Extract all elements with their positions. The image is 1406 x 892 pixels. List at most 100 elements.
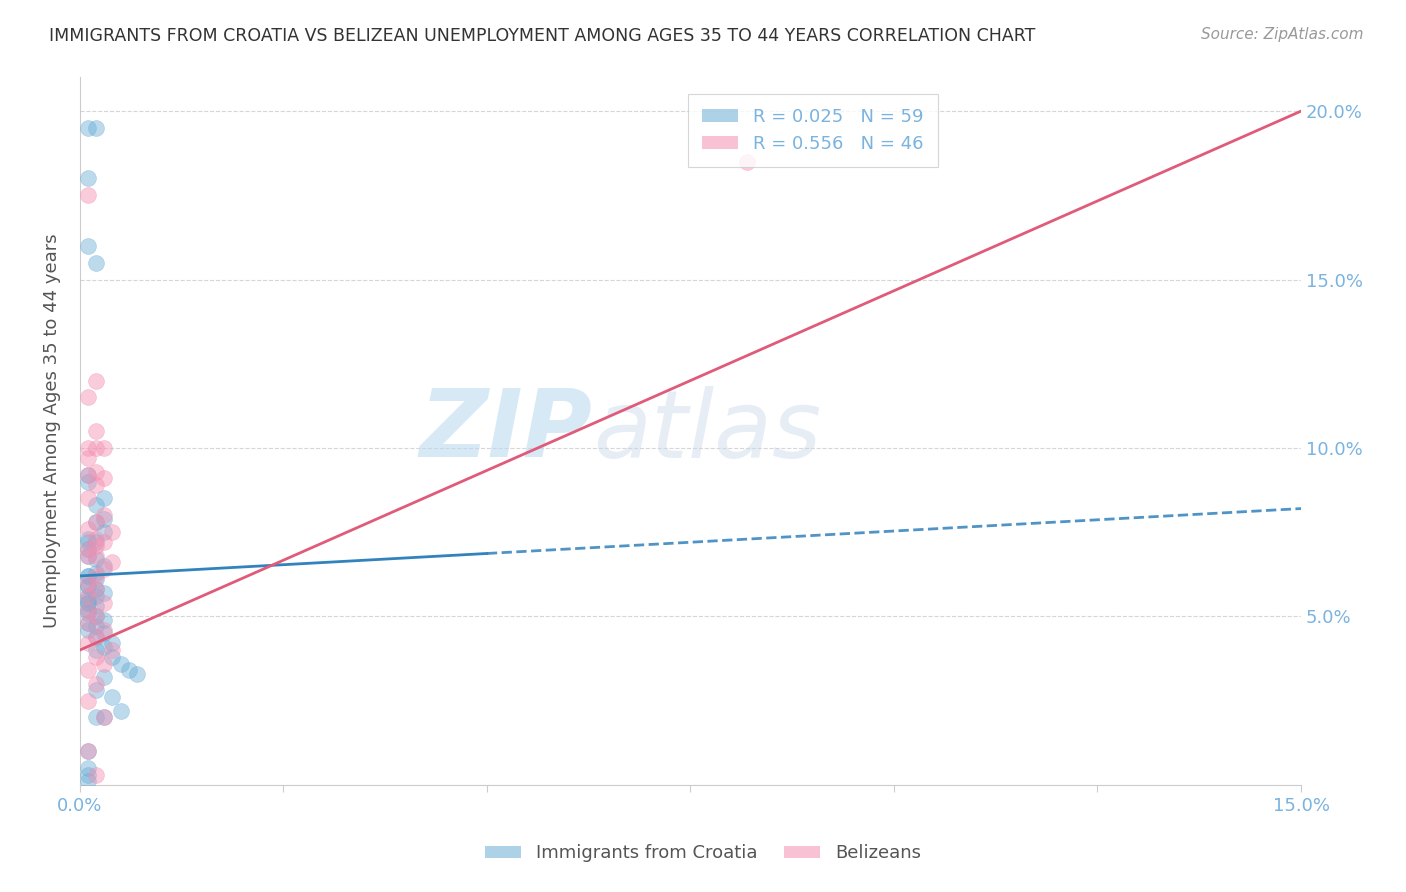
Point bbox=[84, 649, 107, 664]
Point bbox=[77, 239, 100, 253]
Point bbox=[77, 467, 100, 482]
Point bbox=[77, 744, 100, 758]
Point bbox=[84, 120, 107, 135]
Point bbox=[77, 592, 100, 607]
Legend: Immigrants from Croatia, Belizeans: Immigrants from Croatia, Belizeans bbox=[478, 838, 928, 870]
Point bbox=[84, 589, 107, 603]
Point bbox=[84, 569, 107, 583]
Point bbox=[118, 663, 141, 677]
Point bbox=[77, 188, 100, 202]
Point bbox=[84, 676, 107, 690]
Point bbox=[101, 643, 124, 657]
Point bbox=[93, 535, 115, 549]
Point bbox=[125, 666, 148, 681]
Point bbox=[101, 525, 124, 540]
Text: atlas: atlas bbox=[593, 385, 821, 476]
Point bbox=[84, 549, 107, 563]
Point bbox=[77, 575, 100, 590]
Point bbox=[84, 532, 107, 546]
Point bbox=[93, 441, 115, 455]
Point bbox=[77, 451, 100, 466]
Point bbox=[77, 589, 100, 603]
Point bbox=[77, 744, 100, 758]
Point bbox=[77, 761, 100, 775]
Point bbox=[101, 556, 124, 570]
Point bbox=[77, 602, 100, 616]
Point bbox=[77, 391, 100, 405]
Point bbox=[93, 525, 115, 540]
Point bbox=[93, 558, 115, 573]
Point bbox=[101, 690, 124, 705]
Point bbox=[77, 541, 100, 556]
Point bbox=[77, 549, 100, 563]
Point bbox=[84, 478, 107, 492]
Point bbox=[77, 602, 100, 616]
Point bbox=[77, 767, 100, 781]
Point bbox=[84, 710, 107, 724]
Point bbox=[84, 582, 107, 597]
Point bbox=[77, 606, 100, 620]
Point bbox=[84, 643, 107, 657]
Point bbox=[93, 586, 115, 600]
Point bbox=[77, 693, 100, 707]
Point bbox=[77, 596, 100, 610]
Point bbox=[77, 623, 100, 637]
Point bbox=[77, 616, 100, 631]
Point bbox=[84, 498, 107, 512]
Point bbox=[93, 471, 115, 485]
Point bbox=[77, 535, 100, 549]
Point bbox=[77, 549, 100, 563]
Point bbox=[77, 569, 100, 583]
Y-axis label: Unemployment Among Ages 35 to 44 years: Unemployment Among Ages 35 to 44 years bbox=[44, 234, 60, 628]
Point bbox=[93, 626, 115, 640]
Point bbox=[77, 663, 100, 677]
Point bbox=[77, 589, 100, 603]
Point bbox=[84, 582, 107, 597]
Point bbox=[93, 613, 115, 627]
Point bbox=[77, 636, 100, 650]
Point bbox=[77, 541, 100, 556]
Point bbox=[93, 623, 115, 637]
Text: Source: ZipAtlas.com: Source: ZipAtlas.com bbox=[1201, 27, 1364, 42]
Point bbox=[77, 596, 100, 610]
Point bbox=[110, 657, 132, 671]
Point bbox=[93, 710, 115, 724]
Point bbox=[84, 255, 107, 269]
Point bbox=[737, 154, 759, 169]
Point bbox=[84, 515, 107, 529]
Text: ZIP: ZIP bbox=[420, 385, 593, 477]
Point bbox=[101, 649, 124, 664]
Point bbox=[77, 569, 100, 583]
Point bbox=[84, 599, 107, 614]
Point bbox=[84, 630, 107, 644]
Point bbox=[77, 616, 100, 631]
Point bbox=[84, 609, 107, 624]
Point bbox=[84, 552, 107, 566]
Point bbox=[84, 566, 107, 580]
Point bbox=[84, 619, 107, 633]
Point bbox=[77, 441, 100, 455]
Point bbox=[77, 475, 100, 489]
Point bbox=[93, 562, 115, 576]
Point bbox=[84, 441, 107, 455]
Point bbox=[77, 579, 100, 593]
Point bbox=[84, 424, 107, 438]
Point bbox=[93, 491, 115, 506]
Point bbox=[110, 704, 132, 718]
Point bbox=[84, 609, 107, 624]
Point bbox=[84, 465, 107, 479]
Point bbox=[77, 491, 100, 506]
Point bbox=[77, 522, 100, 536]
Point bbox=[84, 630, 107, 644]
Point bbox=[93, 670, 115, 684]
Point bbox=[84, 515, 107, 529]
Point bbox=[77, 120, 100, 135]
Point bbox=[84, 767, 107, 781]
Point bbox=[77, 774, 100, 789]
Point bbox=[84, 683, 107, 698]
Point bbox=[84, 539, 107, 553]
Point bbox=[93, 511, 115, 525]
Text: IMMIGRANTS FROM CROATIA VS BELIZEAN UNEMPLOYMENT AMONG AGES 35 TO 44 YEARS CORRE: IMMIGRANTS FROM CROATIA VS BELIZEAN UNEM… bbox=[49, 27, 1036, 45]
Point bbox=[93, 710, 115, 724]
Point bbox=[84, 572, 107, 586]
